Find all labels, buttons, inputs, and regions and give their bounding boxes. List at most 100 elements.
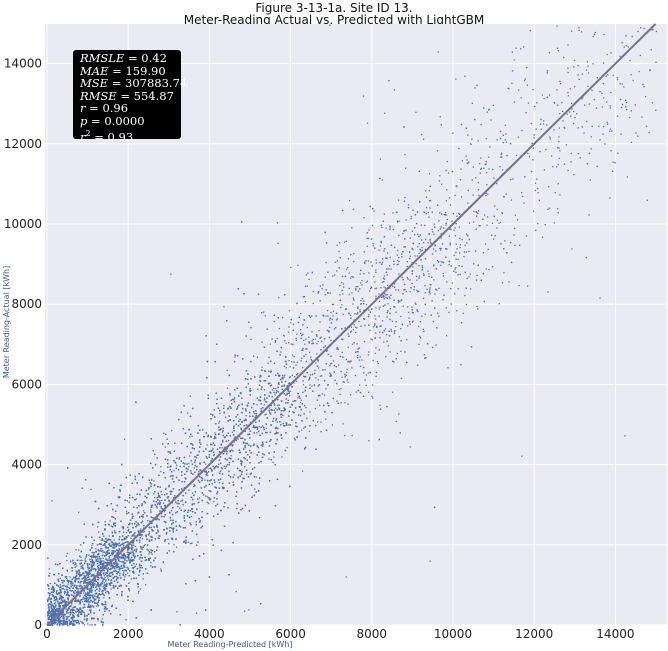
data-point	[59, 622, 61, 624]
data-point	[87, 623, 89, 625]
data-point	[74, 561, 76, 564]
data-point	[69, 576, 71, 578]
data-point	[132, 555, 135, 557]
data-point	[51, 615, 54, 618]
data-point	[116, 543, 118, 545]
data-point	[108, 557, 110, 559]
data-point	[111, 567, 113, 570]
data-point	[54, 622, 56, 624]
data-point	[75, 600, 78, 602]
data-point	[48, 575, 50, 577]
data-point	[57, 600, 59, 603]
data-point	[111, 571, 114, 574]
data-point	[80, 565, 82, 568]
data-point	[102, 578, 105, 581]
data-point	[88, 572, 90, 574]
data-point	[134, 555, 136, 557]
data-point	[108, 552, 110, 554]
data-point	[94, 500, 97, 503]
data-point	[114, 555, 116, 557]
data-point	[62, 612, 64, 614]
data-point	[110, 588, 112, 590]
data-point	[82, 596, 85, 598]
data-point	[71, 603, 73, 605]
data-point	[121, 591, 123, 593]
data-point	[49, 612, 51, 614]
data-point	[87, 605, 90, 607]
data-point	[127, 599, 129, 601]
data-point	[65, 555, 68, 557]
data-point	[80, 574, 83, 576]
data-point	[52, 622, 54, 625]
data-point	[90, 586, 92, 588]
data-point	[92, 574, 94, 576]
data-point	[51, 624, 54, 627]
data-point	[97, 597, 99, 599]
data-point	[79, 584, 81, 586]
data-point	[96, 585, 98, 587]
data-point	[88, 570, 90, 572]
data-point	[69, 624, 71, 626]
data-point	[93, 573, 95, 576]
data-point	[96, 602, 98, 604]
data-point	[129, 561, 131, 563]
data-point	[72, 587, 74, 589]
data-point	[99, 560, 102, 562]
data-point	[62, 615, 65, 617]
data-point	[91, 536, 93, 539]
data-point	[104, 589, 106, 591]
data-point	[105, 585, 108, 587]
data-point	[129, 562, 131, 564]
data-point	[95, 580, 98, 583]
data-point	[135, 563, 138, 565]
data-point	[75, 622, 78, 624]
data-point	[106, 568, 108, 570]
data-point	[101, 563, 104, 565]
data-point	[58, 605, 60, 607]
data-point	[70, 594, 73, 596]
data-point	[55, 597, 58, 599]
data-point	[150, 565, 152, 567]
data-point	[100, 548, 102, 550]
data-point	[66, 559, 68, 562]
data-point	[82, 606, 84, 609]
data-point	[132, 571, 134, 573]
data-point	[101, 590, 103, 593]
data-point	[83, 574, 85, 576]
data-point	[121, 554, 123, 557]
data-point	[76, 588, 78, 590]
data-point	[89, 595, 91, 597]
data-point	[139, 565, 141, 567]
data-point	[49, 603, 51, 606]
data-point	[61, 588, 63, 590]
data-point	[144, 559, 147, 562]
data-point	[125, 541, 127, 543]
data-point	[115, 564, 117, 566]
data-point	[133, 566, 135, 568]
data-point	[73, 564, 76, 566]
data-point	[65, 601, 67, 603]
data-point	[96, 544, 98, 546]
data-point	[67, 616, 69, 618]
data-point	[141, 567, 143, 569]
data-point	[51, 616, 53, 619]
data-point	[60, 612, 62, 614]
data-point	[125, 557, 127, 559]
data-point	[47, 611, 49, 614]
data-point	[103, 540, 106, 542]
data-point	[118, 555, 120, 557]
data-point	[144, 556, 147, 559]
data-point	[61, 582, 64, 584]
data-point	[123, 539, 125, 541]
data-point	[145, 534, 147, 537]
data-point	[49, 582, 51, 585]
data-point	[79, 607, 81, 609]
data-point	[117, 577, 119, 579]
data-point	[62, 620, 65, 622]
data-point	[81, 600, 84, 603]
data-point	[105, 579, 107, 581]
data-point	[78, 585, 81, 587]
data-point	[51, 608, 54, 610]
data-point	[56, 620, 58, 622]
